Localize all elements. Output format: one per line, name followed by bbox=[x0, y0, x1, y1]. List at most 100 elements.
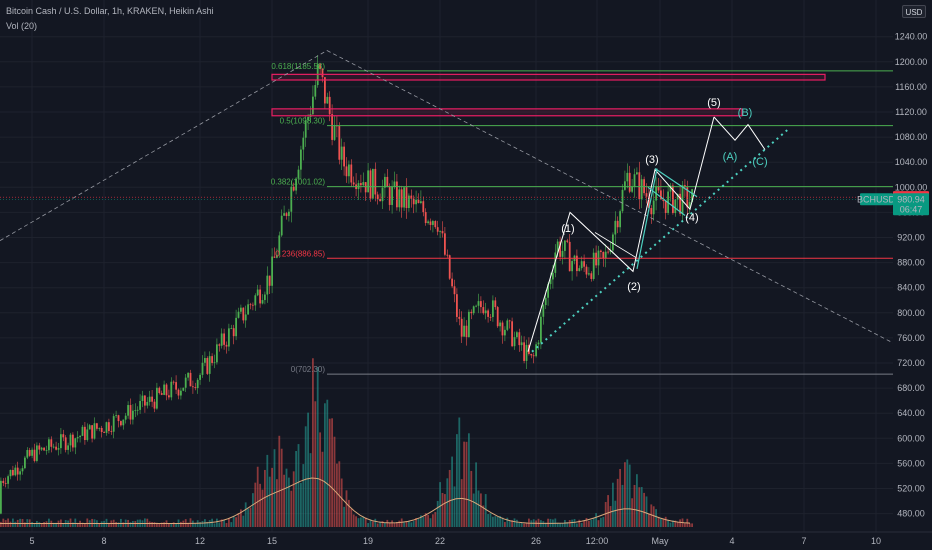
volume-bar bbox=[321, 451, 324, 527]
candle-body bbox=[556, 241, 559, 253]
volume-bar bbox=[619, 468, 621, 527]
volume-bar bbox=[376, 523, 379, 527]
candle-body bbox=[372, 168, 374, 199]
candle-body bbox=[31, 449, 33, 456]
candle-body bbox=[268, 275, 271, 286]
candle-body bbox=[648, 196, 650, 209]
candle-body bbox=[120, 421, 122, 426]
volume-bar bbox=[86, 518, 89, 527]
volume-bar bbox=[187, 522, 189, 527]
volume-bar bbox=[444, 494, 446, 527]
volume-bar bbox=[573, 518, 576, 527]
candle-body bbox=[564, 240, 566, 251]
volume-bar bbox=[480, 493, 482, 527]
candle-body bbox=[578, 268, 581, 272]
candle-body bbox=[26, 450, 29, 458]
volume-bar bbox=[600, 517, 602, 527]
volume-bar bbox=[336, 463, 338, 527]
volume-bar bbox=[108, 522, 110, 527]
candle-body bbox=[417, 199, 420, 203]
candle-body bbox=[24, 457, 26, 469]
candle-body bbox=[240, 307, 242, 312]
candle-body bbox=[36, 445, 38, 461]
candle-body bbox=[679, 193, 681, 214]
time-tick-label: 7 bbox=[801, 536, 806, 546]
candle-body bbox=[396, 181, 398, 208]
candle-body bbox=[484, 310, 487, 314]
candle-body bbox=[412, 198, 415, 205]
candle-body bbox=[379, 199, 381, 202]
candle-body bbox=[21, 468, 24, 472]
time-tick-label: May bbox=[651, 536, 669, 546]
volume-bar bbox=[148, 521, 151, 527]
volume-bar bbox=[679, 519, 681, 527]
volume-bar bbox=[201, 520, 204, 527]
grid bbox=[0, 0, 893, 532]
candle-body bbox=[609, 250, 612, 253]
candle-body bbox=[98, 427, 101, 429]
candle-body bbox=[300, 149, 302, 170]
volume-bar bbox=[297, 444, 300, 527]
volume-bar bbox=[266, 454, 269, 527]
volume-bar bbox=[432, 514, 434, 527]
volume-bar bbox=[506, 517, 509, 527]
candle-body bbox=[640, 179, 643, 200]
candle-body bbox=[444, 233, 446, 255]
volume-bar bbox=[242, 515, 245, 527]
volume-bar bbox=[501, 517, 504, 527]
candle-body bbox=[480, 301, 482, 308]
volume-bar bbox=[448, 469, 451, 527]
candle-body bbox=[434, 221, 437, 228]
fibonacci-retracement: 0.618(1185.58) 0.5(1098.30) 0.382(1001.02)… bbox=[271, 62, 893, 375]
volume-bar bbox=[134, 521, 137, 527]
volume-bar bbox=[230, 522, 233, 527]
volume-bar bbox=[691, 523, 693, 527]
candle-body bbox=[537, 342, 540, 345]
candle-body bbox=[182, 387, 185, 391]
candle-body bbox=[132, 410, 134, 420]
volume-bar bbox=[153, 522, 156, 527]
currency-button[interactable]: USD bbox=[902, 5, 926, 18]
volume-bar bbox=[52, 522, 55, 527]
candle-body bbox=[465, 325, 468, 338]
candle-body bbox=[12, 469, 14, 476]
volume-bar bbox=[283, 474, 285, 527]
volume-bar bbox=[350, 508, 353, 527]
candle-body bbox=[326, 96, 329, 104]
volume-bar bbox=[504, 522, 506, 527]
volume-bar bbox=[331, 418, 333, 527]
volume-bar bbox=[648, 513, 650, 527]
volume-bar bbox=[640, 486, 643, 527]
candle-body bbox=[381, 187, 384, 202]
candle-body bbox=[2, 480, 5, 484]
price-tick-label: 1120.00 bbox=[895, 107, 927, 117]
volume-bar bbox=[74, 518, 77, 527]
candle-body bbox=[297, 169, 300, 179]
volume-bar bbox=[364, 517, 367, 527]
candle-body bbox=[496, 307, 499, 327]
volume-bar bbox=[616, 478, 619, 527]
volume-bar bbox=[163, 522, 165, 527]
candle-body bbox=[170, 381, 173, 398]
volume-bar bbox=[345, 490, 348, 527]
volume-bar bbox=[684, 523, 686, 527]
volume-bar bbox=[180, 521, 182, 527]
candle-body bbox=[232, 328, 235, 337]
candle-body bbox=[33, 449, 36, 461]
candle-body bbox=[664, 201, 667, 213]
candle-body bbox=[81, 426, 84, 436]
volume-bar bbox=[55, 522, 57, 527]
candle-body bbox=[571, 261, 573, 272]
volume-bar bbox=[556, 522, 559, 527]
volume-bar bbox=[561, 523, 564, 527]
price-axis-bg bbox=[893, 0, 932, 532]
candle-body bbox=[540, 316, 542, 343]
candle-body bbox=[338, 125, 341, 160]
price-tick-label: 680.00 bbox=[897, 383, 925, 393]
candle-body bbox=[340, 146, 343, 160]
candle-body bbox=[141, 395, 144, 402]
candle-body bbox=[314, 85, 317, 97]
candle-body bbox=[585, 266, 588, 275]
candle-body bbox=[391, 186, 393, 205]
